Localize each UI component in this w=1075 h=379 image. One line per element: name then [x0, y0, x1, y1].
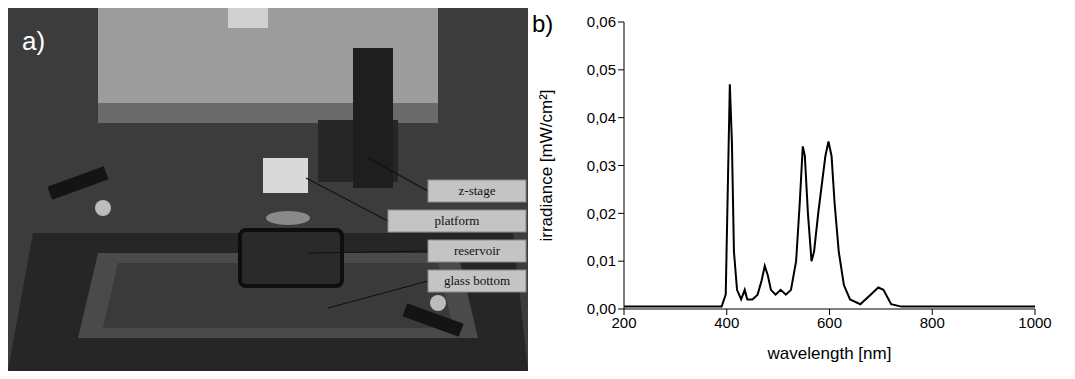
svg-text:0,00: 0,00: [587, 300, 616, 317]
svg-text:400: 400: [714, 314, 739, 331]
svg-text:0,06: 0,06: [587, 13, 616, 30]
svg-text:platform: platform: [435, 213, 480, 228]
svg-text:0,05: 0,05: [587, 61, 616, 78]
svg-text:600: 600: [817, 314, 842, 331]
svg-text:glass bottom: glass bottom: [444, 273, 510, 288]
svg-text:0,02: 0,02: [587, 205, 616, 222]
svg-text:reservoir: reservoir: [454, 243, 501, 258]
svg-text:800: 800: [920, 314, 945, 331]
svg-text:1000: 1000: [1018, 314, 1051, 331]
svg-text:200: 200: [611, 313, 637, 331]
svg-text:a): a): [22, 26, 45, 56]
html-text:b): b): [532, 10, 554, 37]
svg-text:wavelength [nm]: wavelength [nm]: [767, 344, 892, 363]
svg-text:irradiance [mW/cm²]: irradiance [mW/cm²]: [537, 89, 556, 241]
svg-text:0,03: 0,03: [587, 157, 616, 174]
svg-text:0,01: 0,01: [587, 252, 616, 269]
svg-text:0,04: 0,04: [587, 109, 616, 126]
svg-text:z-stage: z-stage: [459, 183, 496, 198]
